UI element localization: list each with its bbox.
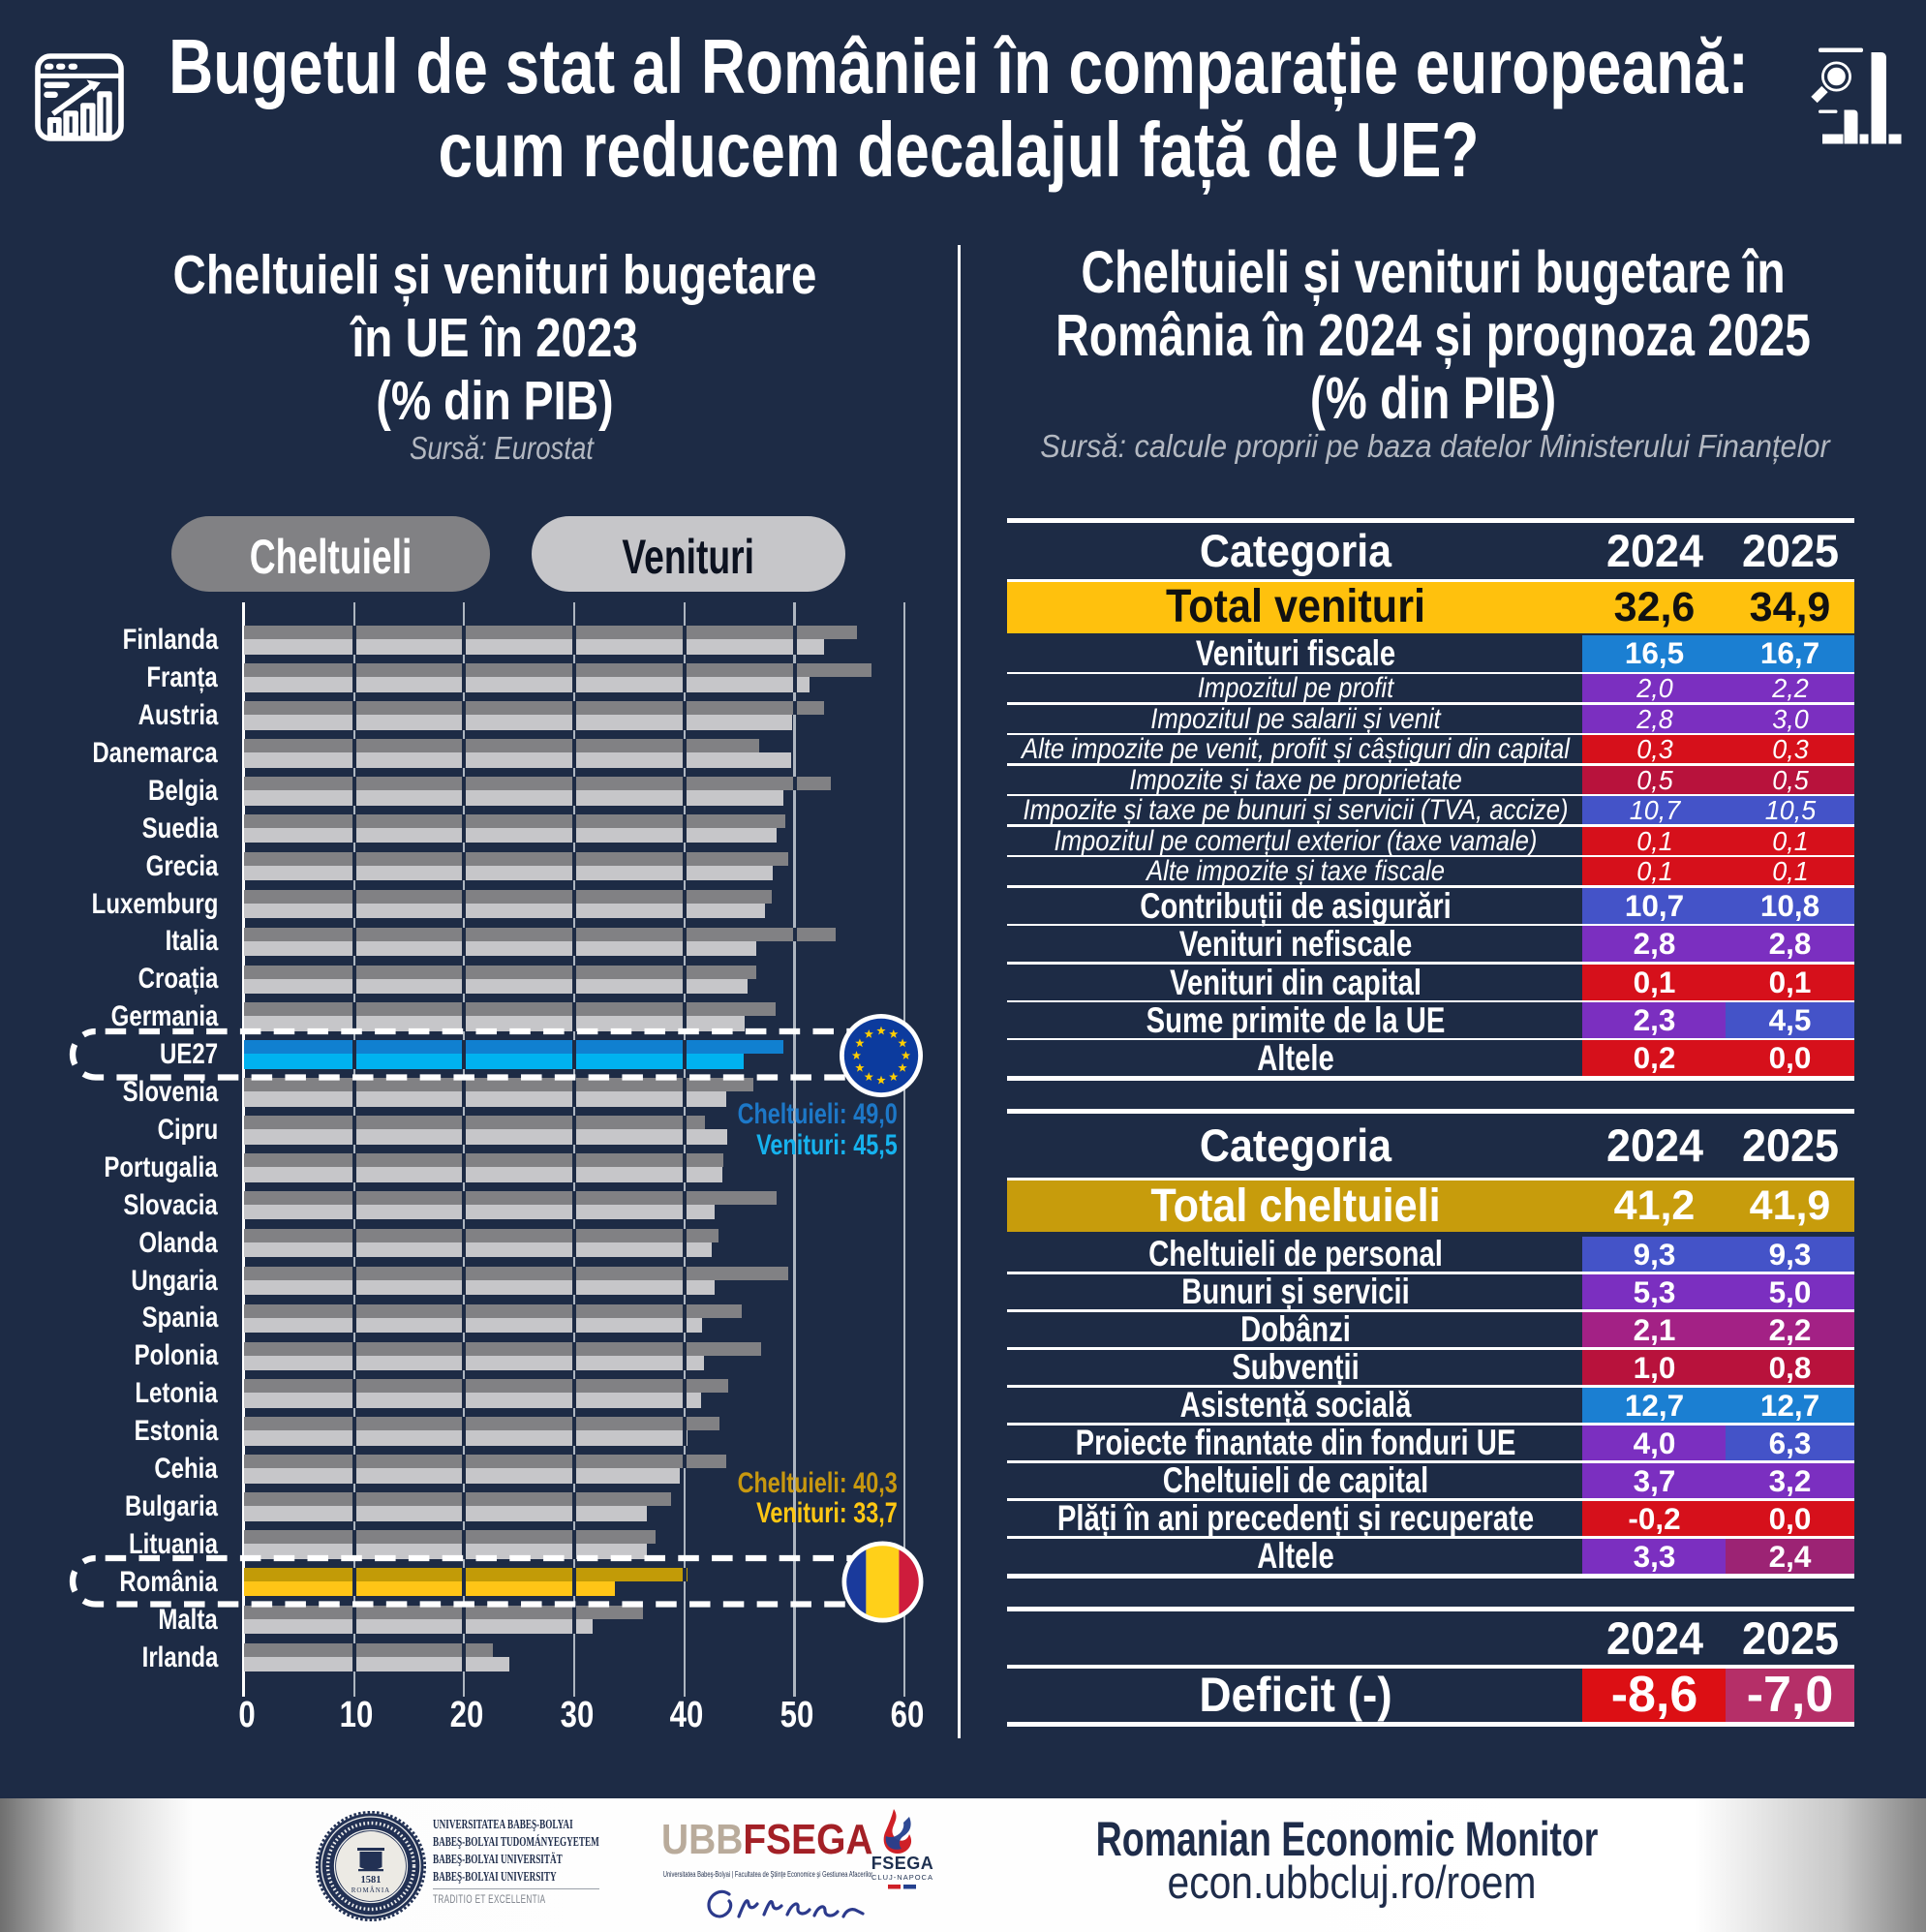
svg-text:1581: 1581 [361,1875,382,1886]
svg-text:CLUJ-NAPOCA: CLUJ-NAPOCA [871,1873,933,1882]
svg-text:FSEGA: FSEGA [871,1854,934,1873]
svg-text:ROMÂNIA: ROMÂNIA [352,1886,390,1894]
